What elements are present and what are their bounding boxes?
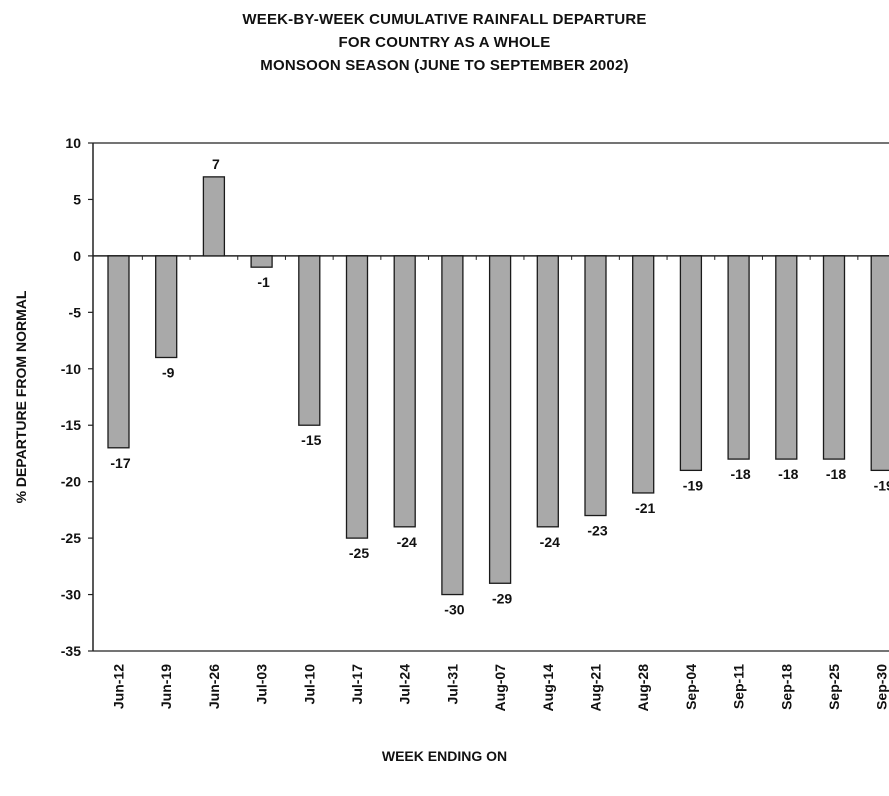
data-label: -24: [397, 534, 417, 550]
x-tick-label: Aug-14: [540, 664, 556, 712]
bar: [536, 255, 559, 528]
chart-bars: [107, 176, 889, 596]
x-tick-label: Jul-10: [301, 664, 317, 705]
y-tick-label: -10: [61, 361, 81, 377]
data-label: -18: [730, 466, 750, 482]
data-label: -18: [778, 466, 798, 482]
chart-title-line-1: WEEK-BY-WEEK CUMULATIVE RAINFALL DEPARTU…: [242, 11, 647, 28]
y-tick-label: -15: [61, 417, 81, 433]
x-tick-label: Sep-11: [731, 664, 747, 709]
y-axis-label: % DEPARTURE FROM NORMAL: [13, 290, 29, 504]
chart-title-line-2: FOR COUNTRY AS A WHOLE: [338, 34, 551, 51]
y-tick-label: -5: [69, 304, 82, 320]
bar: [679, 255, 703, 472]
y-tick-label: 10: [65, 135, 81, 151]
data-label: -9: [162, 364, 175, 380]
data-label: -15: [301, 432, 321, 448]
x-tick-label: Sep-18: [778, 664, 794, 710]
data-label: 7: [212, 156, 220, 172]
x-tick-label: Jul-31: [444, 664, 460, 705]
chart-title: WEEK-BY-WEEK CUMULATIVE RAINFALL DEPARTU…: [0, 8, 889, 77]
x-tick-label: Jun-26: [206, 664, 222, 709]
bar: [441, 255, 464, 596]
bar: [393, 255, 416, 528]
bar: [632, 255, 655, 494]
bar: [250, 255, 273, 268]
bar: [870, 255, 889, 472]
chart-x-tick-labels: Jun-12 Jun-19 Jun-26 Jul-03 Jul-10 Jul-17 Jul-…: [111, 664, 889, 712]
x-tick-label: Sep-04: [683, 664, 699, 710]
bar: [727, 255, 750, 460]
bar: [822, 255, 846, 460]
x-tick-label: Sep-30: [874, 664, 889, 710]
data-label: -25: [349, 545, 369, 561]
x-tick-label: Aug-21: [588, 664, 604, 712]
x-tick-label: Aug-07: [492, 664, 508, 712]
bar: [584, 255, 607, 517]
bar: [155, 255, 178, 359]
data-label: -18: [826, 466, 846, 482]
x-tick-label: Jul-03: [254, 664, 270, 705]
y-tick-label: 0: [73, 248, 81, 264]
data-label: -19: [874, 477, 889, 493]
chart-title-line-3: MONSOON SEASON (JUNE TO SEPTEMBER 2002): [260, 57, 629, 74]
bar: [488, 255, 512, 584]
y-tick-label: -35: [61, 643, 81, 659]
x-tick-label: Jun-19: [158, 664, 174, 709]
data-label: -24: [540, 534, 560, 550]
y-tick-label: -20: [61, 474, 81, 490]
data-label: -23: [587, 523, 607, 539]
x-tick-label: Aug-28: [635, 664, 651, 712]
chart-data-labels: -17 -9 7 -1 -15 -25 -24 -30 -29 -24 -23 -21 -19 -18 -1…: [110, 156, 889, 618]
bar: [202, 176, 226, 257]
data-label: -19: [683, 477, 703, 493]
bar: [345, 255, 369, 539]
x-tick-label: Sep-25: [826, 664, 842, 710]
bar: [775, 255, 798, 460]
data-label: -30: [444, 602, 464, 618]
chart-y-tick-labels: 10 5 0 -5 -10 -15 -20 -25 -30 -35: [61, 135, 81, 659]
x-tick-label: Jul-17: [349, 664, 365, 705]
x-tick-label: Jun-12: [111, 664, 127, 709]
x-axis-label: WEEK ENDING ON: [381, 748, 508, 764]
data-label: -29: [492, 590, 512, 606]
y-tick-label: -30: [61, 587, 81, 603]
x-tick-label: Jul-24: [397, 664, 413, 705]
bar: [107, 255, 130, 449]
y-tick-label: 5: [73, 191, 81, 207]
data-label: -17: [110, 455, 130, 471]
data-label: -21: [635, 500, 655, 516]
y-tick-label: -25: [61, 530, 81, 546]
bar: [298, 255, 321, 426]
data-label: -1: [257, 274, 270, 290]
